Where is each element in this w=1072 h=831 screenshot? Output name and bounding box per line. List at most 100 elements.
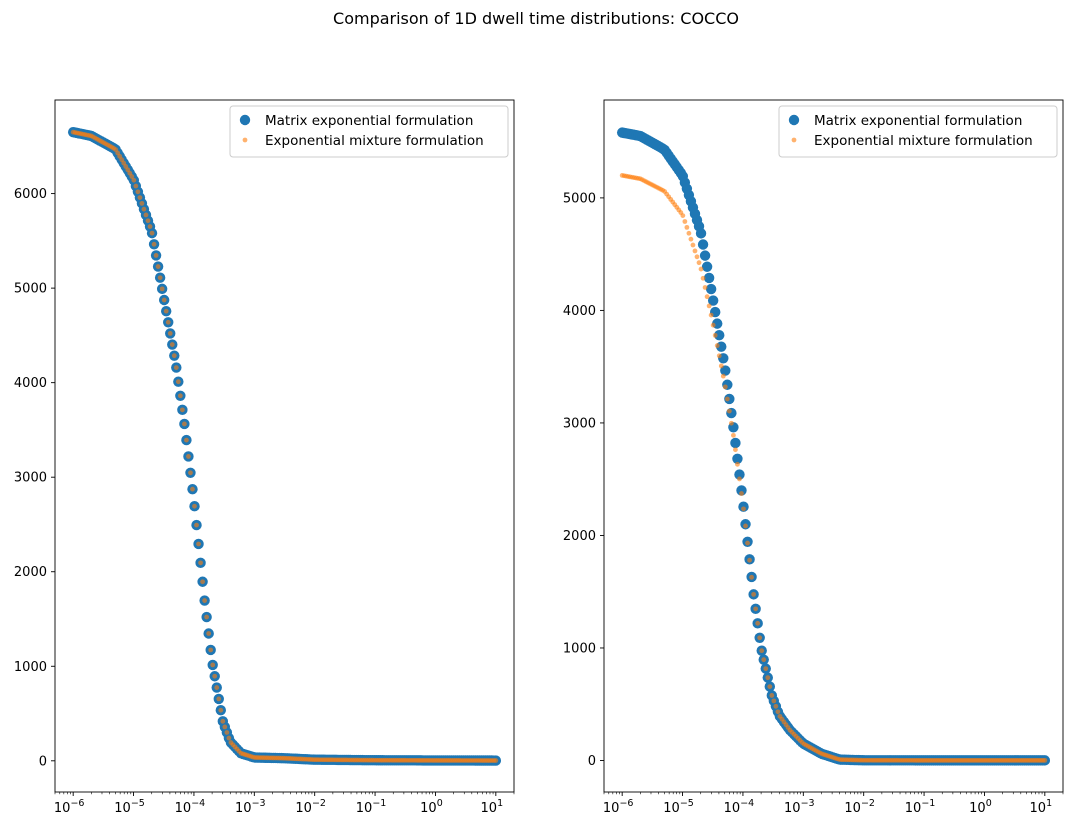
data-point [694,254,700,260]
y-tick-label: 2000 [14,565,47,580]
data-point [175,379,181,385]
data-point [133,183,139,189]
data-point [735,461,740,467]
x-tick-label: 10−4 [175,798,206,816]
data-point [731,432,736,438]
x-tick-label: 10−3 [235,798,266,816]
data-point [690,242,696,248]
data-point [716,353,722,359]
data-point [708,312,714,318]
data-point [218,707,224,713]
data-point [165,319,171,325]
data-point [695,228,707,239]
data-point [188,470,193,476]
data-point [696,260,702,266]
data-point [220,718,226,724]
x-tick-label: 10−3 [784,798,815,816]
data-point [720,365,731,376]
left-plot: 0 1000 2000 3000 4000 5000 6000 10−6 10−5 10−4 10−… [14,99,515,816]
data-point [741,506,746,512]
data-point [153,253,159,258]
series-matrix [616,127,1051,766]
y-tick-label: 1000 [563,641,596,656]
x-tick-label: 10−5 [114,798,145,816]
data-point [163,308,169,314]
series-mixture [70,129,499,763]
data-point [686,230,692,236]
data-point [697,239,709,250]
legend-marker [239,114,251,126]
data-point [722,384,728,390]
data-point [747,557,752,563]
data-point [753,606,759,612]
data-point [737,476,742,482]
x-tick-label: 101 [1030,798,1053,816]
data-point [736,485,747,496]
data-point [177,393,183,399]
axes-frame [603,99,1064,793]
data-point [763,666,769,672]
legend: Matrix exponential formulation Exponentia… [778,105,1058,158]
data-point [698,266,704,272]
data-point [145,218,151,224]
y-tick-label: 6000 [14,187,47,202]
data-point [222,724,228,730]
y-tick-label: 3000 [563,416,596,431]
data-point [192,503,197,509]
legend-label: Matrix exponential formulation [265,113,473,129]
data-point [208,647,214,653]
data-point [169,342,175,347]
data-point [703,272,715,284]
data-point [147,224,153,229]
data-point [700,275,706,281]
data-point [226,735,232,741]
data-point [706,303,712,309]
data-point [699,250,711,261]
legend: Matrix exponential formulation Exponentia… [229,105,509,158]
data-point [726,408,732,414]
data-point [692,248,698,254]
x-tick-label: 10−4 [724,798,755,816]
data-point [701,261,713,272]
data-point [733,447,738,453]
legend-box [229,105,509,158]
y-tick-label: 5000 [14,282,47,297]
data-point [751,591,757,597]
data-point [755,620,761,626]
series-matrix [67,126,502,766]
data-point [718,363,724,369]
data-point [216,696,222,702]
data-point [761,657,767,663]
data-point [712,332,718,338]
data-point [171,353,177,359]
data-point [186,454,191,459]
data-point [151,241,157,247]
data-point [206,631,212,636]
data-point [155,264,161,269]
y-tick-label: 3000 [14,471,47,486]
x-tick-label: 100 [969,798,992,816]
data-point [210,662,216,668]
legend-label: Exponential mixture formulation [265,133,484,149]
right-plot: 0 1000 2000 3000 4000 5000 10−6 10−5 10−4 10−3 10−… [563,99,1064,816]
data-point [773,703,779,709]
data-point [184,437,189,443]
legend-label: Exponential mixture formulation [814,133,1033,149]
data-point [182,421,187,427]
x-tick-label: 10−2 [844,798,875,816]
data-point [775,709,781,715]
legend-marker [242,137,248,143]
legend-box [778,105,1058,158]
data-point [159,286,165,292]
data-point [194,522,199,528]
data-point [705,283,717,295]
x-tick-label: 10−6 [54,798,85,816]
data-point [149,230,155,236]
x-tick-label: 10−1 [356,798,387,816]
y-tick-label: 5000 [563,191,596,206]
data-point [771,698,777,704]
legend-marker [791,137,797,143]
x-tick-label: 10−1 [905,798,936,816]
legend-label: Matrix exponential formulation [814,113,1022,129]
